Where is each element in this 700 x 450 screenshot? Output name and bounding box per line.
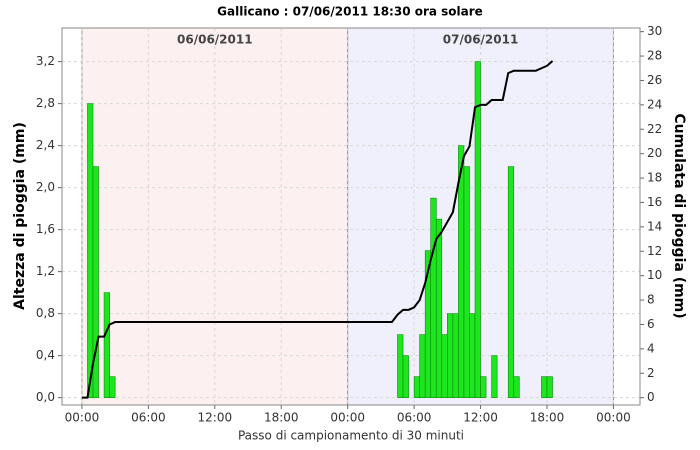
band-label: 06/06/2011 [177,33,253,47]
x-tick-label: 06:00 [397,411,432,425]
x-tick-label: 00:00 [330,411,365,425]
y2-tick-label: 16 [647,195,662,209]
bar [92,166,99,398]
bar [402,355,409,398]
bar [109,376,116,398]
bar [435,218,443,398]
y2-tick-label: 8 [647,293,655,307]
x-tick-label: 18:00 [264,411,299,425]
y2-tick-label: 4 [647,341,655,355]
y2-tick-label: 18 [647,171,662,185]
y2-tick-label: 24 [647,97,662,111]
y-tick-label: 1,6 [36,222,55,236]
y-tick-label: 0,4 [36,348,55,362]
bar [430,197,437,398]
y-tick-label: 3,2 [36,54,55,68]
bar [419,334,426,398]
bar [491,355,498,398]
y2-tick-label: 30 [647,24,662,38]
bar [480,376,487,398]
bar [87,103,94,398]
bar [397,334,404,398]
y2-tick-label: 20 [647,146,662,160]
bar [103,292,110,398]
y2-tick-label: 2 [647,366,655,380]
y-tick-label: 0,0 [36,390,55,404]
cumulative-line [81,60,554,399]
bar [463,166,470,398]
x-axis-title: Passo di campionamento di 30 minuti [238,429,464,443]
y2-tick-label: 14 [647,219,662,233]
x-tick-label: 06:00 [131,411,166,425]
bar [507,166,515,398]
bar [474,61,481,398]
y-tick-label: 2,0 [36,180,55,194]
plot-frame [61,27,641,406]
y2-tick-label: 22 [647,122,662,136]
y-tick-label: 2,8 [36,96,55,110]
y-tick-label: 1,2 [36,264,55,278]
bar [541,376,548,398]
x-tick-label: 00:00 [596,411,631,425]
y2-tick-label: 26 [647,73,662,87]
bar [546,376,553,398]
y-tick-label: 2,4 [36,138,55,152]
y-tick-label: 0,8 [36,306,55,320]
bar [447,313,454,398]
y2-tick-label: 6 [647,317,655,331]
y2-tick-label: 0 [647,390,655,404]
y2-tick-label: 28 [647,49,662,63]
chart-title: Gallicano : 07/06/2011 18:30 ora solare [217,5,483,19]
bar [513,376,520,398]
bar [413,376,420,398]
y-axis-title: Altezza di pioggia (mm) [12,122,28,310]
x-tick-label: 12:00 [463,411,498,425]
y2-tick-label: 12 [647,244,662,258]
y2-axis-title: Cumulata di pioggia (mm) [671,113,687,318]
x-tick-label: 18:00 [530,411,565,425]
x-tick-label: 00:00 [65,411,100,425]
x-tick-label: 12:00 [198,411,233,425]
y2-tick-label: 10 [647,268,662,282]
bar [441,334,448,398]
band-label: 07/06/2011 [443,33,519,47]
bar [469,313,476,398]
bar [452,313,459,398]
